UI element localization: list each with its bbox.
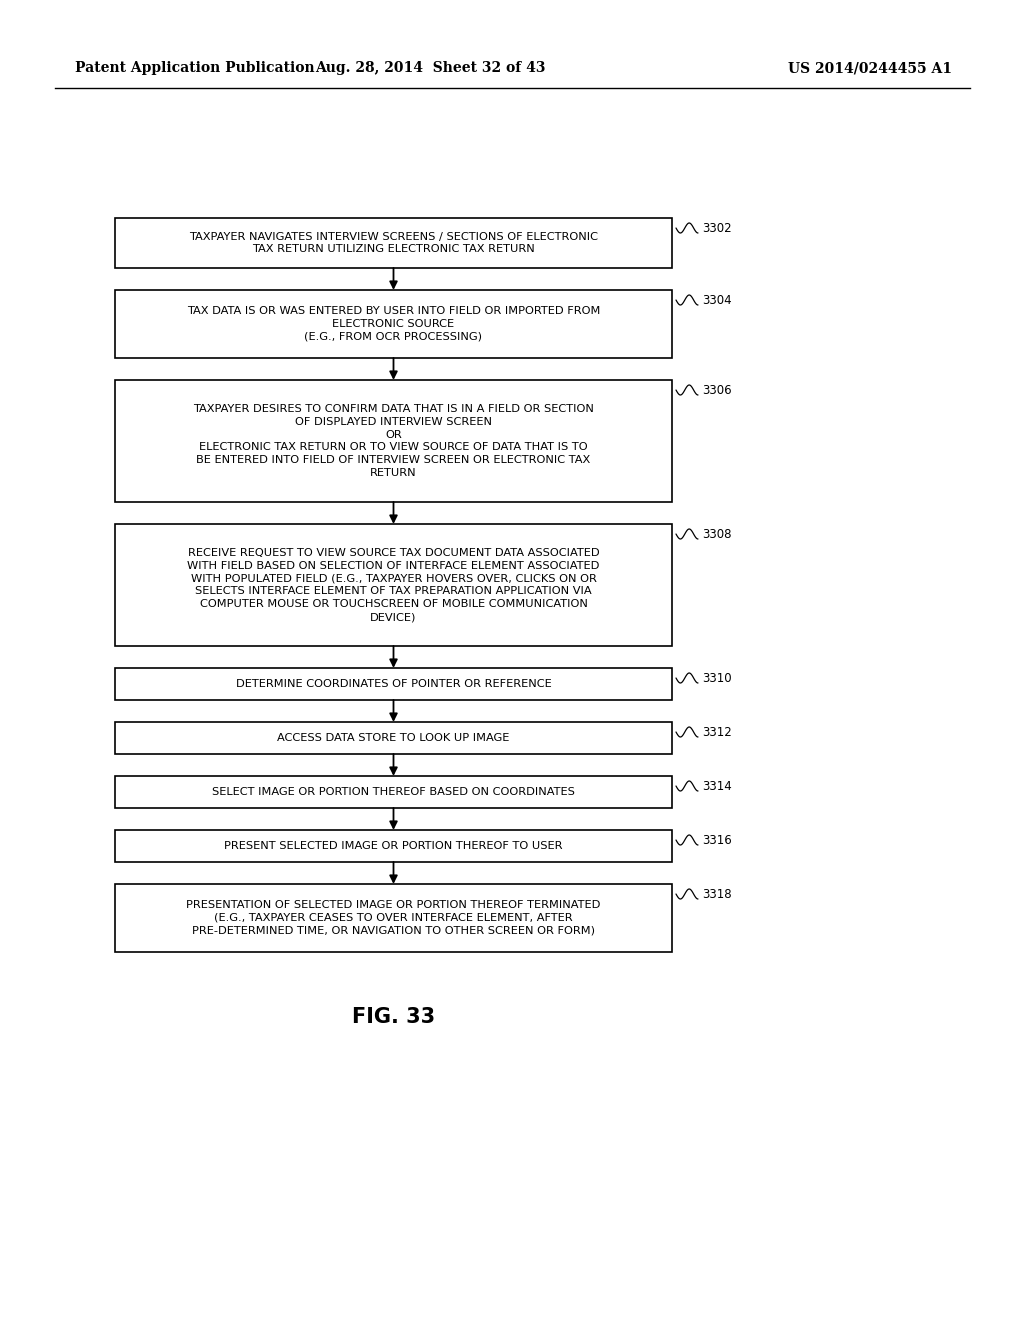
Text: 3318: 3318: [702, 887, 731, 900]
Text: PRESENTATION OF SELECTED IMAGE OR PORTION THEREOF TERMINATED
(E.G., TAXPAYER CEA: PRESENTATION OF SELECTED IMAGE OR PORTIO…: [186, 900, 601, 936]
Text: FIG. 33: FIG. 33: [352, 1007, 435, 1027]
Bar: [115, 776, 672, 808]
Bar: [115, 290, 672, 358]
Text: TAX DATA IS OR WAS ENTERED BY USER INTO FIELD OR IMPORTED FROM
ELECTRONIC SOURCE: TAX DATA IS OR WAS ENTERED BY USER INTO …: [186, 306, 600, 342]
Text: US 2014/0244455 A1: US 2014/0244455 A1: [788, 61, 952, 75]
Bar: [115, 524, 672, 645]
Text: ACCESS DATA STORE TO LOOK UP IMAGE: ACCESS DATA STORE TO LOOK UP IMAGE: [278, 733, 510, 743]
Bar: [115, 668, 672, 700]
Text: Patent Application Publication: Patent Application Publication: [75, 61, 314, 75]
Text: TAXPAYER DESIRES TO CONFIRM DATA THAT IS IN A FIELD OR SECTION
OF DISPLAYED INTE: TAXPAYER DESIRES TO CONFIRM DATA THAT IS…: [194, 404, 594, 478]
Text: 3314: 3314: [702, 780, 732, 792]
Text: 3306: 3306: [702, 384, 731, 396]
Text: 3310: 3310: [702, 672, 731, 685]
Bar: [115, 218, 672, 268]
Text: Aug. 28, 2014  Sheet 32 of 43: Aug. 28, 2014 Sheet 32 of 43: [314, 61, 545, 75]
Text: PRESENT SELECTED IMAGE OR PORTION THEREOF TO USER: PRESENT SELECTED IMAGE OR PORTION THEREO…: [224, 841, 563, 851]
Text: SELECT IMAGE OR PORTION THEREOF BASED ON COORDINATES: SELECT IMAGE OR PORTION THEREOF BASED ON…: [212, 787, 574, 797]
Bar: [115, 722, 672, 754]
Text: 3308: 3308: [702, 528, 731, 540]
Text: 3304: 3304: [702, 293, 731, 306]
Text: 3312: 3312: [702, 726, 732, 738]
Text: DETERMINE COORDINATES OF POINTER OR REFERENCE: DETERMINE COORDINATES OF POINTER OR REFE…: [236, 678, 551, 689]
Text: 3316: 3316: [702, 833, 732, 846]
Text: RECEIVE REQUEST TO VIEW SOURCE TAX DOCUMENT DATA ASSOCIATED
WITH FIELD BASED ON : RECEIVE REQUEST TO VIEW SOURCE TAX DOCUM…: [187, 548, 600, 622]
Text: 3302: 3302: [702, 222, 731, 235]
Bar: [115, 884, 672, 952]
Text: TAXPAYER NAVIGATES INTERVIEW SCREENS / SECTIONS OF ELECTRONIC
TAX RETURN UTILIZI: TAXPAYER NAVIGATES INTERVIEW SCREENS / S…: [189, 231, 598, 255]
Bar: [115, 380, 672, 502]
Bar: [115, 830, 672, 862]
